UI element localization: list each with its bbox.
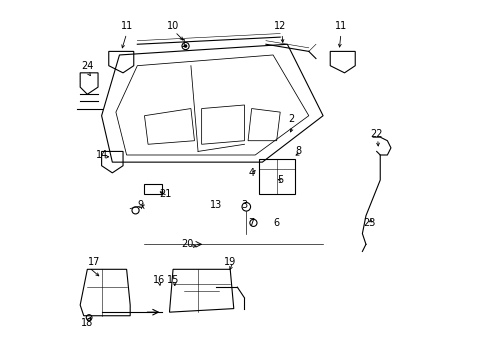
Text: 2: 2 [287, 114, 293, 124]
Text: 15: 15 [166, 275, 179, 285]
Text: 21: 21 [160, 189, 172, 199]
Text: 3: 3 [241, 200, 247, 210]
Text: 8: 8 [294, 147, 301, 157]
Text: 5: 5 [277, 175, 283, 185]
Text: 16: 16 [152, 275, 164, 285]
Text: 4: 4 [248, 168, 254, 178]
Text: 6: 6 [273, 218, 279, 228]
Text: 11: 11 [334, 21, 346, 31]
Text: 13: 13 [209, 200, 222, 210]
Text: 22: 22 [370, 129, 382, 139]
Text: 14: 14 [95, 150, 107, 160]
Text: 11: 11 [120, 21, 132, 31]
Text: 23: 23 [363, 218, 375, 228]
Text: 10: 10 [166, 21, 179, 31]
Text: 20: 20 [181, 239, 193, 249]
Text: 12: 12 [273, 21, 286, 31]
Text: 17: 17 [88, 257, 101, 267]
Text: 18: 18 [81, 318, 93, 328]
Text: 19: 19 [224, 257, 236, 267]
Text: 1: 1 [181, 39, 186, 49]
Text: 7: 7 [248, 218, 254, 228]
Text: 9: 9 [138, 200, 143, 210]
Circle shape [183, 44, 187, 48]
Text: 24: 24 [81, 61, 93, 71]
